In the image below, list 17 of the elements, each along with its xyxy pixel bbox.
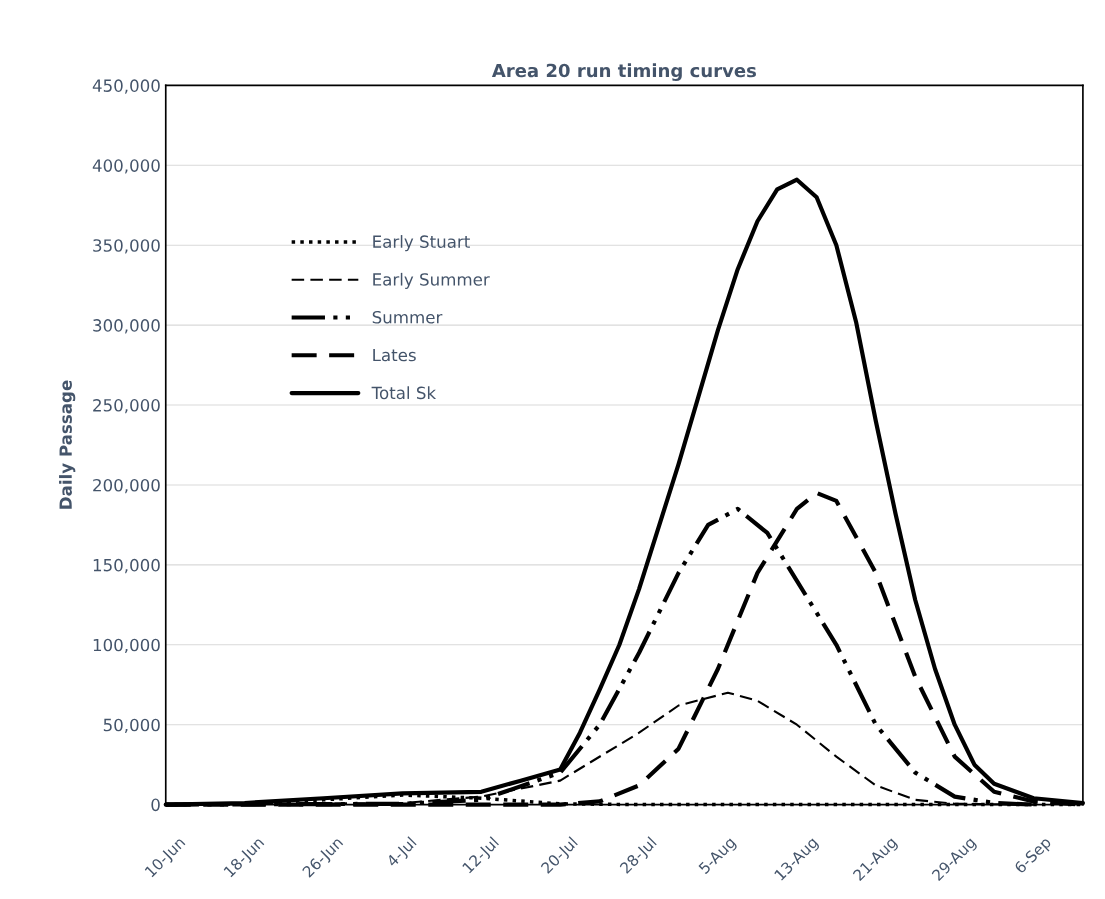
legend-label: Lates: [373, 348, 416, 362]
y-tick-label: 250,000: [93, 399, 160, 414]
y-tick-label: 450,000: [92, 79, 160, 94]
y-tick-label: 100,000: [93, 638, 160, 654]
legend-label: Total Sk: [371, 386, 437, 400]
y-tick-label: 200,000: [93, 478, 160, 494]
y-tick-label: 50,000: [103, 718, 160, 733]
y-tick-label: 350,000: [93, 239, 160, 254]
chart-title: Area 20 run timing curves: [491, 63, 756, 81]
y-axis-title: Daily Passage: [59, 380, 76, 509]
legend-label: Early Summer: [373, 272, 490, 289]
y-tick-label: 300,000: [93, 319, 160, 334]
y-tick-label: 0: [151, 798, 160, 812]
legend-label: Early Stuart: [373, 235, 470, 252]
y-tick-label: 150,000: [93, 558, 160, 574]
legend-label: Summer: [372, 310, 443, 324]
y-tick-label: 400,000: [92, 159, 160, 174]
